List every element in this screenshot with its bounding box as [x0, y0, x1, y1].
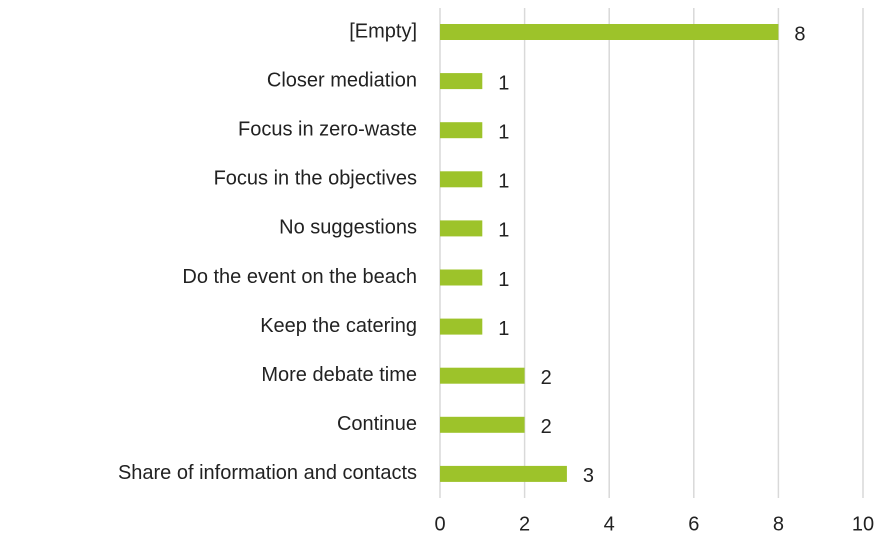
y-tick-label: Do the event on the beach — [182, 266, 417, 288]
data-label: 1 — [498, 318, 509, 340]
bar — [440, 416, 525, 433]
data-label: 1 — [498, 220, 509, 242]
y-tick-label: No suggestions — [279, 217, 417, 239]
bar — [440, 318, 483, 335]
data-label: 1 — [498, 269, 509, 291]
data-label: 1 — [498, 121, 509, 143]
y-tick-label: More debate time — [261, 364, 417, 386]
bar — [440, 171, 483, 188]
x-tick-label: 4 — [604, 513, 615, 535]
y-tick-label: Focus in the objectives — [214, 168, 417, 190]
data-label: 8 — [794, 23, 805, 45]
y-tick-label: Closer mediation — [267, 69, 417, 91]
y-tick-label: Keep the catering — [260, 315, 417, 337]
y-tick-label: Share of information and contacts — [118, 462, 417, 484]
data-label: 2 — [541, 367, 552, 389]
bar — [440, 367, 525, 384]
x-tick-label: 2 — [519, 513, 530, 535]
bar — [440, 269, 483, 286]
y-tick-label: Continue — [337, 413, 417, 435]
x-tick-label: 6 — [688, 513, 699, 535]
x-tick-label: 0 — [434, 513, 445, 535]
bar — [440, 73, 483, 90]
data-label: 1 — [498, 72, 509, 94]
x-tick-label: 8 — [773, 513, 784, 535]
data-label: 3 — [583, 465, 594, 487]
bar — [440, 122, 483, 139]
y-tick-label: Focus in zero-waste — [238, 118, 417, 140]
data-label: 2 — [541, 416, 552, 438]
y-tick-label: [Empty] — [349, 20, 417, 42]
data-label: 1 — [498, 171, 509, 193]
bar — [440, 220, 483, 237]
bar — [440, 24, 779, 40]
bar — [440, 465, 567, 482]
x-tick-label: 10 — [852, 513, 874, 535]
